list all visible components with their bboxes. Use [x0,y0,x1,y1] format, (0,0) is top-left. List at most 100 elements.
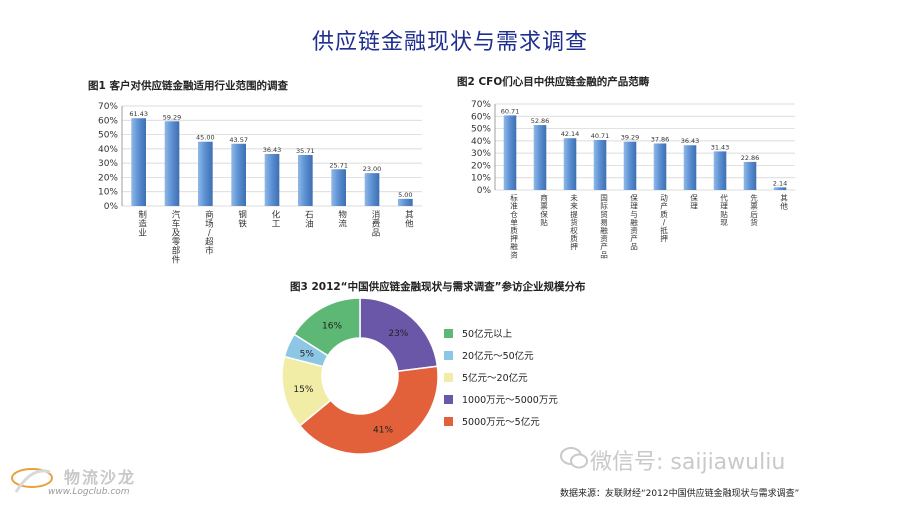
legend-swatch [444,328,453,338]
data-label: 25.71 [329,161,348,169]
data-label: 43.57 [229,136,248,144]
data-label: 35.71 [296,147,315,155]
x-tick-label: 保理与融资产品 [630,194,638,252]
data-source: 数据来源：友联财经“2012中国供应链金融现状与需求调查” [560,489,800,499]
legend-label: 50亿元以上 [462,329,513,340]
legend-swatch [444,350,453,360]
bar [298,154,313,206]
y-tick-label: 60% [471,112,491,122]
y-tick-label: 30% [98,159,118,169]
wechat-id: 微信号: saijiawuliu [590,450,786,475]
legend-label: 20亿元～50亿元 [462,351,534,362]
y-tick-label: 20% [98,173,118,183]
x-tick-label: 石油 [305,211,314,230]
donut-slice [359,297,439,373]
donut-slice [293,297,361,357]
x-tick-label: 消费品 [372,210,381,239]
slice-label: 41% [373,426,393,436]
chart2-title: 图2 CFO们心目中供应链金融的产品范畴 [457,76,650,88]
legend-swatch [444,394,453,404]
y-tick-label: 50% [471,125,491,135]
x-tick-label: 钢铁 [238,210,247,230]
legend-item: 5000万元～5亿元 [444,410,558,432]
legend-item: 5亿元～20亿元 [444,366,558,388]
chart1-bar-chart: 0% 10% 20% 30% 40% 50% 60% 70% 61.43 制造业 59.29 汽车及零… [98,102,422,266]
page-title: 供应链金融现状与需求调查 [311,30,588,55]
y-tick-label: 70% [98,102,118,112]
chart2-bar-chart: 0% 10% 20% 30% 40% 50% 60% 70% 60.71 标准仓单质押融资 52.8… [471,100,795,260]
data-label: 36.43 [681,137,700,145]
y-tick-label: 40% [98,145,118,155]
x-tick-label: 化工 [272,210,281,230]
bar [364,173,380,206]
y-tick-label: 20% [471,161,491,171]
legend-label: 5000万元～5亿元 [462,417,540,428]
data-label: 36.43 [263,146,282,154]
y-tick-label: 30% [471,149,491,159]
x-tick-label: 标准仓单质押融资 [510,193,518,260]
x-tick-label: 商票保贴 [540,193,548,227]
x-tick-label: 汽车及零部件 [172,210,181,266]
bar [231,143,246,206]
bar [503,115,517,190]
data-label: 2.14 [773,179,787,187]
y-tick-label: 10% [98,188,118,198]
bar [563,138,577,190]
data-label: 52.86 [531,117,550,125]
logo-text: 物流沙龙 [64,468,137,487]
y-tick-label: 0% [477,186,492,196]
slice-label: 15% [293,385,313,395]
logclub-logo-icon [11,468,53,493]
bar [164,121,180,206]
data-label: 40.71 [591,132,610,140]
chart3-title: 图3 2012“中国供应链金融现状与需求调查”参访企业规模分布 [290,281,586,293]
y-tick-label: 0% [104,202,119,212]
bar [398,198,413,206]
x-tick-label: 其他 [780,194,788,211]
x-tick-label: 先票后货 [750,193,758,227]
slice-label: 23% [388,329,408,339]
data-label: 61.43 [129,110,148,118]
bar [198,141,213,206]
x-tick-label: 物流 [338,210,347,230]
y-tick-label: 40% [471,137,491,147]
bar [623,141,637,190]
data-label: 59.29 [163,113,182,121]
data-label: 23.00 [363,165,382,173]
bar [131,118,146,206]
x-tick-label: 国际贸易融资产品 [600,194,608,260]
x-tick-label: 保理 [690,194,698,211]
data-label: 45.00 [196,134,215,142]
logo-url: www.Logclub.com [48,487,130,497]
slice-label: 5% [300,349,315,359]
bar [533,125,547,190]
data-label: 5.00 [398,191,412,199]
bar [773,187,787,190]
data-label: 42.14 [561,130,580,138]
bar [331,169,346,206]
data-label: 37.86 [651,135,670,143]
data-label: 22.86 [741,154,760,162]
x-tick-label: 代理贴现 [720,193,728,227]
x-tick-label: 未来提货权质押 [570,193,578,252]
legend-label: 5亿元～20亿元 [462,373,528,384]
legend-item: 20亿元～50亿元 [444,344,558,366]
x-tick-label: 制造业 [138,210,147,239]
data-label: 39.29 [621,134,640,142]
chart1-title: 图1 客户对供应链金融适用行业范围的调查 [88,80,288,92]
wechat-icon [560,447,588,469]
x-tick-label: 商场/超市 [205,210,214,257]
data-label: 31.43 [711,143,730,151]
slice-label: 16% [322,322,342,332]
bar [743,161,757,190]
legend-swatch [444,416,453,426]
chart3-donut-chart: 23% 41% 15% 5% 16% [281,297,439,455]
bar [593,139,607,190]
donut-slice [298,365,439,455]
chart3-legend: 50亿元以上 20亿元～50亿元 5亿元～20亿元 1000万元～5000万元 … [444,322,558,432]
bar [653,143,667,190]
bar [713,151,727,190]
x-tick-label: 其他 [405,211,414,230]
x-tick-label: 动产质/抵押 [660,193,668,244]
y-tick-label: 60% [98,116,118,126]
